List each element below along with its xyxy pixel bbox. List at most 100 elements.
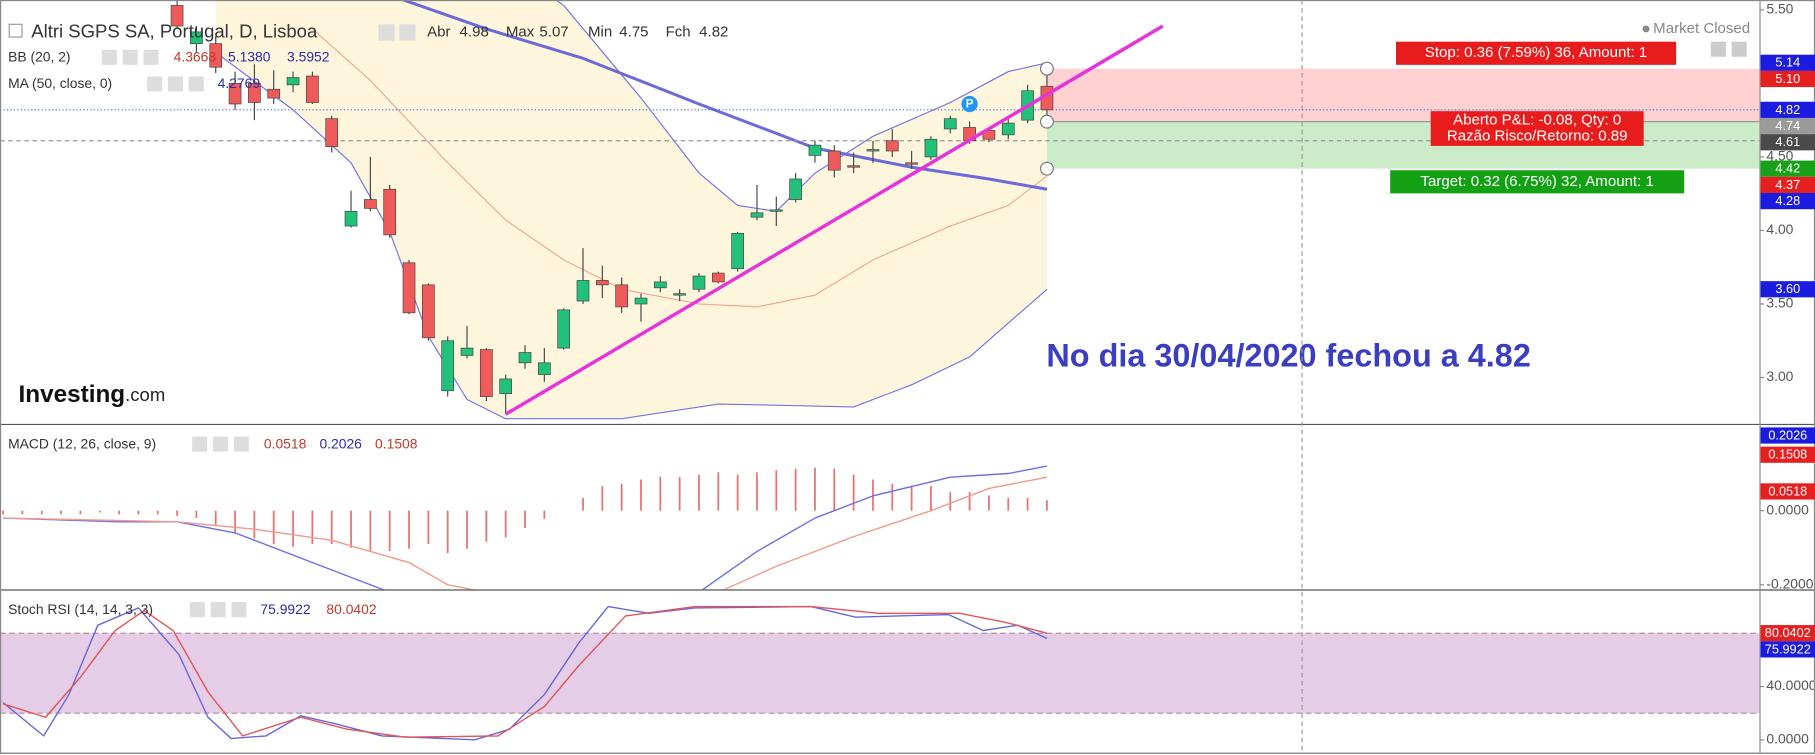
- stop-zone: [1046, 68, 1760, 122]
- readout: 0.2026: [319, 435, 362, 451]
- icon[interactable]: [192, 436, 208, 452]
- candle-body: [692, 275, 706, 290]
- candle-body: [1001, 122, 1015, 136]
- icon[interactable]: [122, 49, 138, 65]
- stat-value: 4.98: [460, 23, 489, 40]
- pnl-label: Aberto P&L: -0.08, Qty: 0: [1453, 111, 1621, 128]
- collapse-icon[interactable]: [8, 23, 23, 38]
- price-badge-label: 4.74: [1775, 118, 1800, 133]
- icon[interactable]: [399, 24, 416, 41]
- price-badge-label: 80.0402: [1765, 625, 1811, 640]
- candle-body: [325, 118, 339, 147]
- icon[interactable]: [188, 76, 204, 92]
- line-series: [3, 465, 1048, 590]
- y-tick-label: 3.00: [1766, 368, 1793, 384]
- y-tick-label: 4.00: [1766, 221, 1793, 237]
- price-badge-label: 0.2026: [1768, 427, 1807, 442]
- indicator-name: Stoch RSI (14, 14, 3, 3): [8, 601, 153, 617]
- icon[interactable]: [231, 602, 247, 618]
- price-badge-label: 4.37: [1775, 177, 1800, 192]
- icon[interactable]: [1731, 41, 1747, 57]
- status-dot: [1642, 25, 1650, 33]
- price-badge: [1760, 176, 1815, 193]
- y-tick-label: -0.2000: [1766, 575, 1813, 591]
- price-badge: [1760, 427, 1815, 444]
- readout: 75.9922: [260, 601, 310, 617]
- candle-body: [267, 88, 281, 99]
- line-series: [312, 28, 1048, 308]
- line-series: [3, 476, 1048, 590]
- y-tick-label: 40.0000: [1766, 677, 1815, 693]
- icon[interactable]: [378, 24, 395, 41]
- market-status: Market Closed: [1653, 20, 1750, 37]
- price-badge-label: 0.0518: [1768, 483, 1807, 498]
- candle-body: [769, 209, 783, 212]
- logo: Investing.com: [19, 381, 166, 408]
- line-series: [399, 0, 1048, 191]
- candle-body: [750, 212, 764, 218]
- price-badge: [1760, 134, 1815, 151]
- candle-body: [827, 150, 841, 171]
- icon[interactable]: [1710, 41, 1726, 57]
- panel: [2, 465, 1048, 590]
- icon[interactable]: [233, 436, 249, 452]
- icon[interactable]: [143, 49, 159, 65]
- candle-body: [422, 284, 435, 339]
- candle-body: [885, 140, 899, 152]
- price-badge-label: 5.10: [1775, 71, 1800, 86]
- marker: [961, 95, 978, 113]
- icon[interactable]: [167, 76, 183, 92]
- price-badge: [1760, 117, 1815, 135]
- overlay: P4.3668 5.1380 3.59524.27695.145.104.824.7…: [174, 0, 1815, 753]
- price-badge: [1760, 160, 1815, 177]
- candle-body: [789, 178, 802, 200]
- indicator-name: MACD (12, 26, close, 9): [8, 435, 156, 451]
- candle-body: [383, 188, 397, 236]
- price-badge: [1760, 641, 1815, 658]
- candle-body: [538, 362, 551, 375]
- icon[interactable]: [101, 49, 117, 65]
- pnl-box: [1430, 111, 1644, 146]
- candle-body: [673, 293, 686, 296]
- indicator-name: BB (20, 2): [8, 49, 70, 65]
- candle-body: [557, 309, 571, 349]
- ratio-label: Razão Risco/Retorno: 0.89: [1447, 128, 1628, 145]
- candle-body: [653, 281, 667, 289]
- stat-value: 4.82: [699, 23, 728, 40]
- stat-name: Min: [588, 23, 612, 40]
- readout: 5.1380: [228, 49, 271, 65]
- candle-body: [306, 75, 319, 103]
- candle-body: [615, 284, 629, 308]
- icon[interactable]: [147, 76, 163, 92]
- candle-body: [847, 165, 860, 168]
- icon[interactable]: [189, 602, 205, 618]
- candle-body: [402, 262, 416, 314]
- stat-value: 4.75: [619, 23, 648, 40]
- marker-label: P: [966, 99, 974, 111]
- readout: 4.2769: [218, 75, 261, 91]
- price-badge-label: 5.14: [1775, 55, 1800, 70]
- candle-body: [228, 83, 242, 105]
- price-badge-label: 4.28: [1775, 193, 1800, 208]
- candle-body: [248, 83, 261, 103]
- stop-label-box: [1395, 41, 1677, 65]
- price-badge: [1760, 625, 1815, 642]
- candle-body: [190, 31, 203, 45]
- candle-body: [731, 233, 744, 270]
- icon[interactable]: [210, 602, 226, 618]
- y-tick-label: 5.50: [1766, 1, 1793, 17]
- price-badge: [1760, 101, 1815, 118]
- price-badge-label: 0.1508: [1768, 447, 1807, 462]
- band: [0, 633, 1760, 714]
- position-handle: [1039, 161, 1054, 176]
- y-tick-label: 0.0000: [1766, 731, 1809, 747]
- candle-body: [943, 118, 957, 130]
- candle-body: [460, 347, 474, 356]
- candle-body: [634, 297, 648, 305]
- line-series: [2, 605, 1048, 741]
- candle-body: [576, 280, 590, 302]
- y-tick-label: 3.50: [1766, 295, 1793, 311]
- icon[interactable]: [212, 436, 229, 452]
